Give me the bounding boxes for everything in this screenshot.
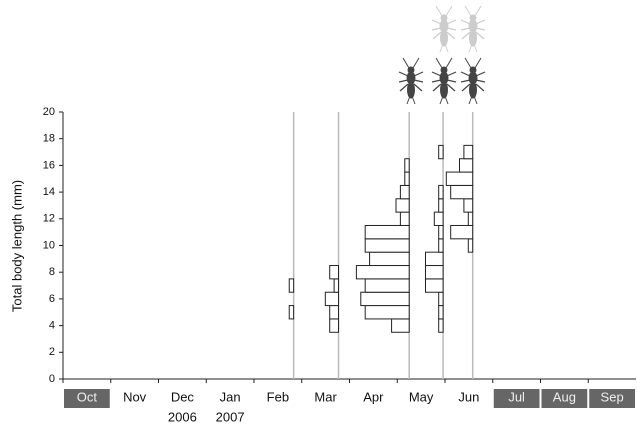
bar (438, 184, 444, 200)
y-tick-label: 16 (43, 159, 55, 171)
bar (438, 198, 444, 213)
y-tick-label: 0 (49, 373, 55, 385)
y-tick-label: 12 (43, 213, 55, 225)
y-tick-label: 6 (49, 293, 55, 305)
bar (364, 224, 410, 240)
y-tick-label: 10 (43, 239, 55, 251)
bar (369, 251, 410, 267)
x-tick-label: Dec (171, 389, 195, 404)
y-tick-label: 4 (49, 320, 55, 332)
bar (324, 291, 340, 307)
bar (288, 305, 295, 320)
bar (391, 318, 410, 333)
x-tick-label: Oct (77, 389, 98, 404)
bar (438, 224, 444, 240)
year-label: 2006 (168, 409, 197, 424)
bar (463, 198, 474, 213)
y-tick-label: 14 (43, 186, 55, 198)
bar (438, 318, 444, 333)
x-tick-label: Nov (123, 389, 147, 404)
x-tick-label: Jan (220, 389, 241, 404)
y-tick-label: 18 (43, 133, 55, 145)
bar (438, 238, 444, 253)
month-shade (541, 389, 588, 408)
x-tick-label: Mar (314, 389, 337, 404)
bar (399, 211, 410, 226)
bar (399, 184, 410, 200)
bar (364, 305, 410, 320)
month-shade (589, 389, 635, 408)
x-tick-label: Jul (508, 389, 525, 404)
bar (424, 265, 444, 280)
bar (404, 171, 410, 186)
bar (360, 291, 410, 307)
bar (329, 318, 340, 333)
month-shade (64, 389, 110, 408)
icon-light (431, 5, 486, 53)
icon-dark (398, 57, 486, 105)
bar (463, 144, 474, 160)
bar (395, 198, 410, 213)
y-tick-label: 20 (43, 106, 55, 118)
y-axis-label: Total body length (mm) (9, 180, 24, 312)
x-tick-label: Feb (267, 389, 289, 404)
bar (467, 211, 474, 226)
bar (458, 158, 474, 173)
bar (433, 211, 444, 226)
y-tick-label: 8 (49, 266, 55, 278)
bar (438, 144, 444, 160)
bar (333, 278, 340, 293)
year-label: 2007 (216, 409, 245, 424)
bar (467, 238, 474, 253)
bar (450, 184, 474, 200)
bar (288, 278, 295, 293)
bar (450, 224, 474, 240)
x-tick-label: May (409, 389, 434, 404)
bar (364, 278, 410, 293)
bar (438, 291, 444, 307)
x-tick-label: Sep (601, 389, 624, 404)
y-tick-label: 2 (49, 346, 55, 358)
bar (404, 158, 410, 173)
month-shade (493, 389, 540, 408)
bar (438, 305, 444, 320)
bar (329, 265, 340, 280)
bar (424, 251, 444, 267)
bar (445, 171, 474, 186)
x-tick-label: Apr (363, 389, 384, 404)
x-tick-label: Aug (553, 389, 576, 404)
bar (424, 278, 444, 293)
bar (364, 238, 410, 253)
bar (355, 265, 410, 280)
x-tick-label: Jun (458, 389, 479, 404)
bar (329, 305, 340, 320)
